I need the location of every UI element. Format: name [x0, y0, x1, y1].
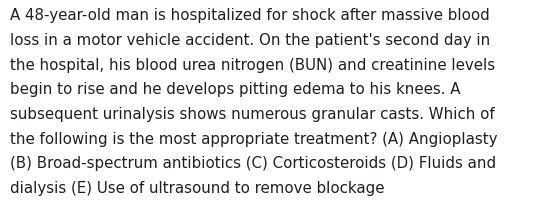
Text: the following is the most appropriate treatment? (A) Angioplasty: the following is the most appropriate tr… — [10, 132, 498, 147]
Text: the hospital, his blood urea nitrogen (BUN) and creatinine levels: the hospital, his blood urea nitrogen (B… — [10, 58, 495, 73]
Text: subsequent urinalysis shows numerous granular casts. Which of: subsequent urinalysis shows numerous gra… — [10, 107, 495, 122]
Text: (B) Broad-spectrum antibiotics (C) Corticosteroids (D) Fluids and: (B) Broad-spectrum antibiotics (C) Corti… — [10, 156, 496, 171]
Text: begin to rise and he develops pitting edema to his knees. A: begin to rise and he develops pitting ed… — [10, 82, 460, 97]
Text: loss in a motor vehicle accident. On the patient's second day in: loss in a motor vehicle accident. On the… — [10, 33, 490, 48]
Text: dialysis (E) Use of ultrasound to remove blockage: dialysis (E) Use of ultrasound to remove… — [10, 181, 384, 196]
Text: A 48-year-old man is hospitalized for shock after massive blood: A 48-year-old man is hospitalized for sh… — [10, 8, 490, 23]
